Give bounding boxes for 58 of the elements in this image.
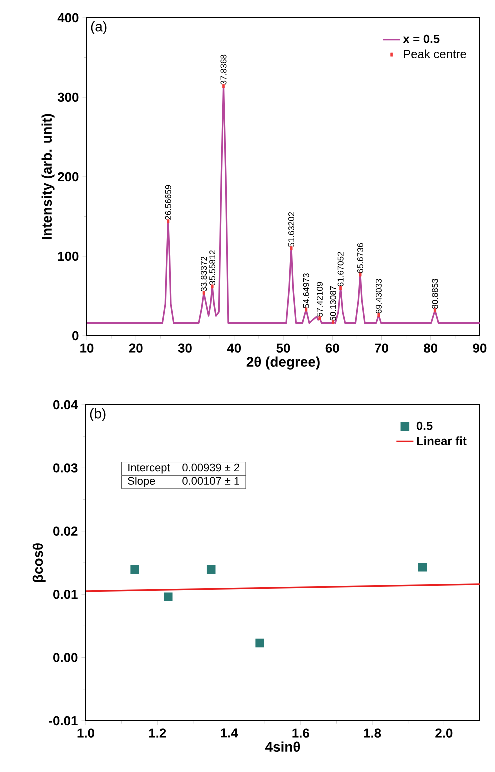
x-axis-title: 4sinθ [265,742,300,752]
y-tick-label: 100 [58,252,79,262]
y-tick-label: 0.03 [54,464,78,473]
annotation: 65.6736 [358,243,364,274]
x-tick-label: 50 [276,344,290,353]
annotation: 51.63202 [288,212,295,247]
y-tick-label: 300 [58,92,79,102]
x-tick-label: 40 [227,344,242,353]
annotation: 33.83372 [201,256,208,292]
point [418,563,428,572]
legend-label: 0.5 [416,422,433,430]
point [164,592,173,602]
y-tick-label: 0.02 [54,526,78,536]
y-axis-title: βcosθ [32,544,46,582]
x-tick-label: 1.6 [292,728,310,738]
annotation: 69.43033 [376,279,382,314]
point [206,566,216,574]
point [130,566,140,574]
x-tick-label: 60 [326,344,340,353]
y-axis-title: Intensity (arb. unit) [42,114,55,240]
point [256,638,264,648]
annotation: Slope [128,476,156,488]
x-tick-label: 20 [129,344,143,353]
x-tick-label: 1.0 [78,728,94,738]
y-tick-label: 0.04 [54,400,78,410]
annotation: 60.13087 [330,286,336,321]
y-tick-label: 0 [72,331,79,341]
annotation: 0.00107 ± 1 [182,477,240,485]
annotation: 0.00939 ± 2 [182,464,240,472]
legend-label: Linear fit [417,436,467,446]
y-tick-label: 0.01 [54,590,78,600]
legend-label: x = 0.5 [403,34,440,44]
x-tick-label: 80 [424,344,438,353]
x-axis-title: 2θ (degree) [246,356,320,370]
x-tick-label: 10 [80,344,94,353]
legend-label: Peak centre [404,50,466,58]
x-tick-label: 70 [375,344,388,353]
x-tick-label: 90 [473,344,487,353]
x-tick-label: 1.4 [221,728,238,738]
annotation: 35.55812 [210,250,216,286]
x-tick-label: 1.2 [149,728,166,738]
x-tick-label: 30 [178,344,192,353]
y-tick-label: 400 [58,13,79,23]
annotation: 54.64973 [303,274,310,308]
y-tick-label: -0.01 [49,716,78,726]
annotation: (b) [90,408,106,422]
annotation: 37.8368 [220,54,227,85]
annotation: Intercept [128,464,170,474]
annotation: 57.42109 [316,282,323,317]
line-series [86,86,481,324]
annotation: 26.56659 [165,185,172,220]
x-tick-label: 1.8 [364,728,382,738]
annotation: (a) [91,22,107,35]
y-tick-label: 200 [58,172,79,182]
x-tick-label: 2.0 [436,728,453,738]
annotation: 80.8853 [432,279,438,309]
annotation: 61.67052 [338,252,344,287]
y-tick-label: 0.00 [54,653,78,662]
